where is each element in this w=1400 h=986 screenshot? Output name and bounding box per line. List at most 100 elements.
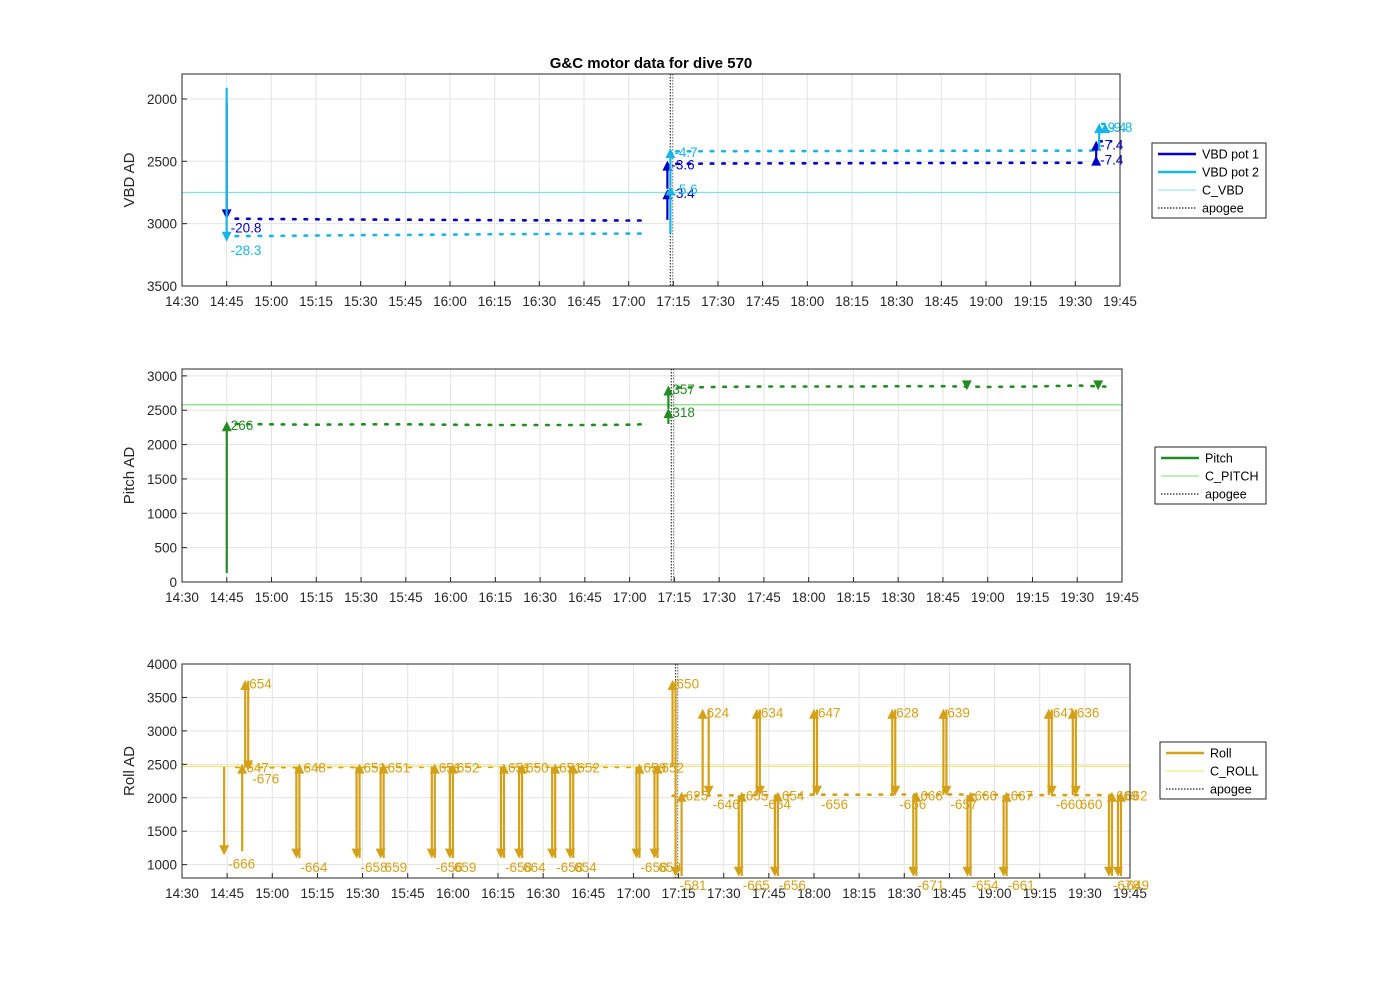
motor-move: 667 [1001, 788, 1033, 876]
move-arrowhead [1093, 380, 1104, 391]
move-label: 357 [672, 382, 695, 397]
move-label: -658 [361, 860, 388, 875]
x-tick-label: 17:30 [701, 294, 735, 309]
motor-move: -656 [426, 766, 463, 875]
move-label: 659 [385, 860, 408, 875]
y-tick-label: 1500 [147, 824, 177, 839]
motor-move: 652 [652, 760, 685, 858]
move-label: 648 [303, 760, 326, 775]
x-tick-label: 15:30 [346, 886, 380, 901]
motor-move: 666 [911, 788, 943, 876]
move-arrowhead [676, 791, 687, 802]
move-label: -654 [971, 878, 999, 893]
motor-move: -665 [733, 795, 770, 893]
x-tick-label: 15:00 [254, 294, 288, 309]
y-tick-label: 4000 [147, 657, 177, 672]
motor-move: 662 [1115, 788, 1148, 876]
move-arrowhead [736, 791, 747, 802]
move-label: -4.7 [674, 145, 697, 160]
legend-label: Pitch [1205, 452, 1233, 466]
move-label: -7.4 [1100, 137, 1124, 152]
series-pitch [676, 384, 1115, 389]
y-tick-label: 2500 [147, 154, 177, 169]
move-label: 652 [662, 760, 685, 775]
motor-move: 357 [663, 382, 695, 409]
move-label: -3.4 [671, 186, 695, 201]
motor-move: -654 [754, 709, 791, 812]
move-label: -664 [300, 860, 328, 875]
move-label: 654 [249, 677, 272, 692]
plot-area [182, 74, 1120, 286]
move-label: 266 [231, 418, 254, 433]
y-tick-label: 1000 [147, 506, 177, 521]
motor-move: -7.4 [1091, 152, 1124, 167]
x-tick-label: 16:30 [526, 886, 560, 901]
x-tick-label: 18:30 [880, 294, 914, 309]
y-tick-label: 2000 [147, 438, 177, 453]
x-tick-label: 15:30 [344, 590, 378, 605]
motor-move: 652 [568, 760, 600, 858]
x-tick-label: 15:45 [389, 590, 423, 605]
x-tick-label: 18:45 [924, 294, 958, 309]
motor-move: -658 [631, 766, 667, 875]
move-label: 664 [523, 860, 546, 875]
y-tick-label: 3000 [147, 217, 177, 232]
move-label: 659 [454, 860, 477, 875]
move-arrowhead [670, 866, 681, 877]
axes-frame [181, 368, 1123, 583]
motor-move: -660 [1046, 709, 1083, 812]
series-vbd-pot-2 [675, 149, 1095, 153]
move-label: -658 [505, 860, 532, 875]
motor-move: -581 [670, 680, 707, 893]
motor-move: 660 [1070, 709, 1102, 812]
x-tick-label: 19:45 [1105, 590, 1139, 605]
move-arrowhead [221, 421, 232, 432]
motor-move: 318 [663, 405, 695, 424]
move-label: -649 [1122, 878, 1149, 893]
legend-label: C_VBD [1202, 184, 1244, 198]
move-label: -9.8 [1109, 120, 1132, 135]
x-tick-label: 16:30 [523, 590, 557, 605]
motor-move: -658 [547, 766, 583, 875]
x-tick-label: 15:00 [255, 590, 289, 605]
x-tick-label: 16:15 [478, 294, 512, 309]
motor-move: 664 [514, 766, 546, 875]
x-tick-label: 17:45 [747, 590, 781, 605]
x-tick-label: 19:30 [1060, 590, 1094, 605]
motor-move: -646 [703, 709, 740, 812]
axes-frame [181, 73, 1121, 287]
move-label: -656 [779, 878, 806, 893]
x-tick-label: 15:15 [301, 886, 335, 901]
move-label: -28.3 [231, 243, 262, 258]
motor-move: 659 [444, 766, 477, 875]
x-tick-label: 16:15 [478, 590, 512, 605]
motor-move: -5.6 [665, 182, 698, 234]
move-arrowhead [429, 763, 440, 774]
motor-move: -654 [962, 795, 999, 893]
motor-move [1093, 380, 1104, 391]
move-label: -646 [713, 797, 740, 812]
move-label: -665 [743, 878, 770, 893]
motor-move: 666 [965, 788, 997, 876]
x-tick-label: 16:00 [434, 590, 468, 605]
x-tick-label: 18:15 [837, 590, 871, 605]
move-label: 628 [896, 705, 919, 720]
y-tick-label: 0 [169, 575, 177, 590]
motor-move: -666 [219, 766, 255, 872]
motor-move: -28.3 [221, 87, 262, 258]
move-label: -676 [252, 772, 279, 787]
x-tick-label: 14:45 [210, 294, 244, 309]
move-arrowhead [1091, 155, 1102, 166]
x-tick-label: 17:15 [656, 294, 690, 309]
x-tick-label: 15:45 [388, 294, 422, 309]
x-tick-label: 19:15 [1023, 886, 1057, 901]
move-arrowhead [499, 763, 510, 774]
x-tick-label: 17:15 [657, 590, 691, 605]
motor-move: 654 [565, 766, 597, 875]
move-arrowhead [634, 763, 645, 774]
move-label: -658 [556, 860, 583, 875]
x-tick-label: 17:00 [613, 590, 647, 605]
move-label: 666 [974, 788, 997, 803]
move-label: -5.6 [674, 182, 697, 197]
